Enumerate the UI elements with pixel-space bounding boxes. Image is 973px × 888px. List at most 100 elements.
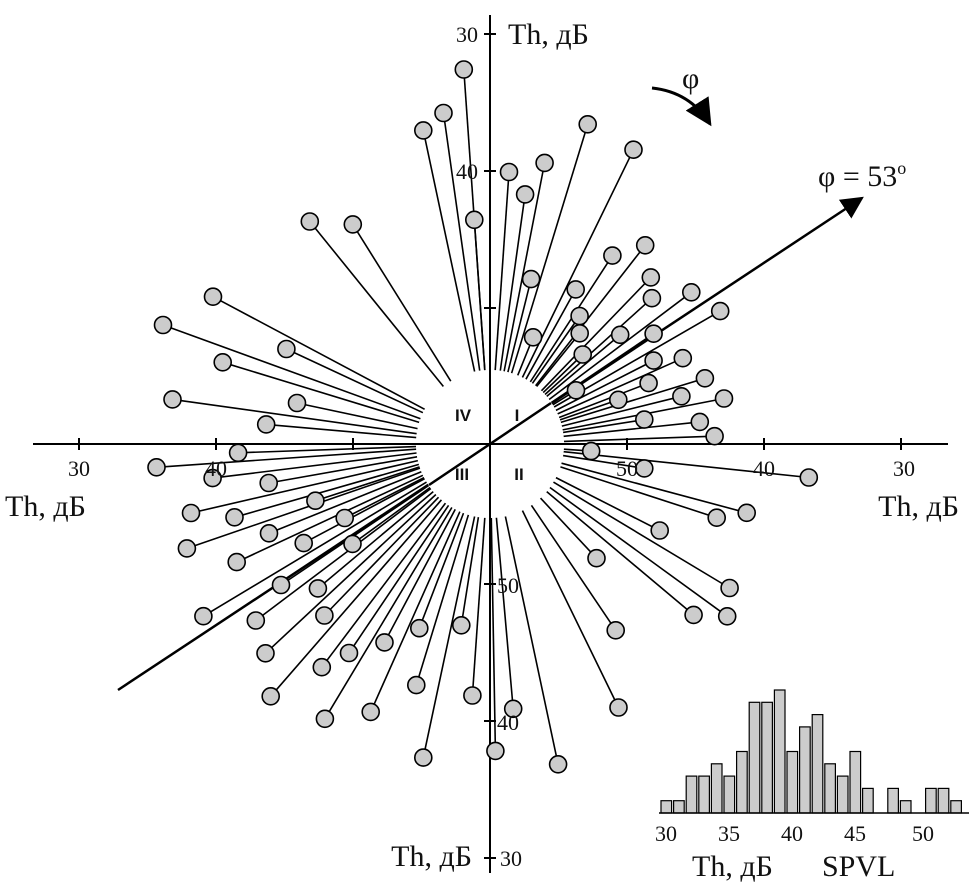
data-point: [256, 643, 275, 663]
point-stem: [510, 124, 589, 374]
histogram-bar: [937, 787, 950, 814]
data-point: [634, 410, 654, 429]
tick-top-30: 30: [456, 22, 478, 47]
point-stem: [190, 459, 419, 514]
data-point: [454, 60, 474, 79]
data-point: [710, 301, 730, 321]
histogram-bar: [836, 775, 849, 814]
point-stem: [415, 514, 470, 686]
point-stem: [521, 510, 620, 708]
data-point: [503, 699, 523, 719]
point-stems: [156, 69, 809, 765]
histogram-bar: [672, 800, 685, 814]
point-stem: [499, 194, 526, 371]
histogram-bar: [924, 787, 937, 814]
point-stem: [555, 476, 661, 532]
point-stem: [552, 481, 731, 589]
point-stem: [555, 359, 654, 412]
histogram-bar: [748, 701, 761, 814]
data-point: [705, 426, 724, 446]
point-stem: [222, 361, 420, 424]
point-stem: [561, 395, 682, 427]
quadrant-label-iii: III: [455, 465, 469, 484]
data-point: [570, 323, 590, 343]
data-point: [315, 606, 334, 625]
histogram-bar: [773, 689, 786, 814]
data-point: [194, 606, 213, 626]
histogram-bar: [761, 701, 773, 814]
data-point: [672, 386, 691, 406]
data-point: [177, 539, 197, 558]
data-point: [343, 215, 363, 234]
point-stem: [546, 490, 695, 616]
data-point: [720, 578, 739, 598]
data-point: [644, 351, 663, 370]
data-point: [535, 153, 554, 173]
data-point: [361, 702, 381, 722]
data-point: [259, 523, 279, 543]
point-stem: [535, 332, 581, 388]
point-stem: [544, 297, 653, 396]
point-stem: [383, 508, 457, 643]
histogram-bar: [710, 763, 723, 814]
histogram-bar: [786, 750, 799, 814]
point-stem: [460, 516, 480, 626]
data-point: [271, 575, 291, 595]
histogram-bar: [899, 800, 912, 814]
data-point: [147, 457, 166, 477]
point-stem: [560, 466, 717, 519]
data-point: [684, 605, 703, 625]
data-point: [343, 534, 362, 554]
histogram-bar: [698, 775, 710, 814]
data-point: [581, 441, 601, 461]
data-point: [639, 373, 658, 393]
point-stem: [296, 402, 418, 430]
data-point: [335, 508, 355, 528]
point-stem: [286, 348, 424, 414]
data-point: [573, 345, 593, 364]
data-point: [650, 521, 670, 540]
data-point: [707, 508, 727, 528]
point-stem: [504, 516, 559, 765]
histogram-bar: [735, 750, 748, 814]
tick-bottom-40: 40: [497, 710, 519, 735]
quadrant-label-i: I: [515, 406, 520, 425]
point-stem: [534, 244, 646, 387]
point-stem: [369, 511, 461, 713]
data-point: [227, 552, 246, 572]
point-stem: [255, 487, 432, 622]
point-stem: [315, 466, 420, 502]
point-stem: [321, 502, 447, 668]
point-stem: [344, 476, 425, 519]
direction-label-main: φ = 53: [818, 160, 897, 193]
data-point: [203, 468, 222, 488]
point-stem: [348, 504, 450, 654]
data-point: [799, 468, 819, 487]
tick-right-30: 30: [893, 456, 915, 481]
data-point: [413, 748, 433, 767]
data-point: [308, 579, 328, 598]
point-stem: [562, 418, 645, 434]
point-stem: [156, 448, 417, 469]
point-stem: [238, 445, 417, 454]
histogram-tick-30: 30: [655, 821, 677, 846]
point-stem: [558, 382, 649, 419]
data-point: [548, 754, 568, 774]
point-stem: [309, 220, 445, 388]
histogram-bar: [798, 726, 811, 814]
data-point: [521, 269, 541, 289]
data-point: [300, 212, 320, 231]
point-stem: [494, 171, 510, 371]
data-point: [642, 288, 662, 308]
point-stem: [442, 112, 481, 371]
point-stem: [525, 289, 577, 380]
data-point: [375, 633, 394, 652]
point-stem: [264, 493, 437, 654]
tick-right-40: 40: [753, 456, 775, 481]
data-point: [339, 643, 359, 663]
data-point: [606, 620, 626, 640]
point-stem: [186, 467, 421, 550]
point-stem: [234, 463, 420, 519]
point-stem: [561, 462, 747, 514]
